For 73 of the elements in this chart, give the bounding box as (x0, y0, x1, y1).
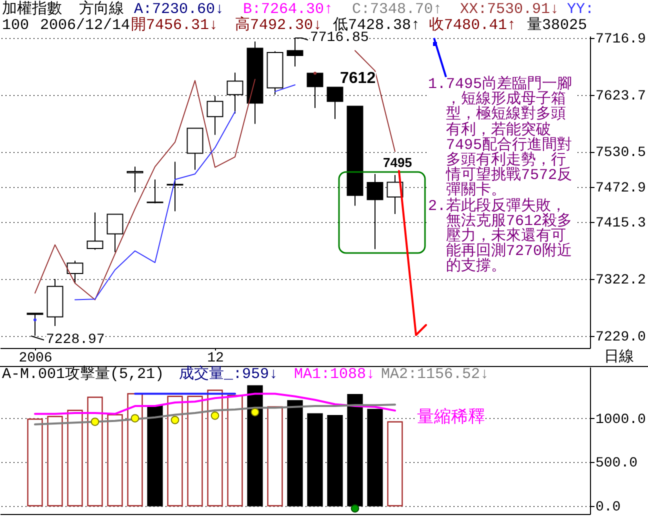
candlestick (86, 212, 104, 250)
text: A:7230.60↓ (134, 1, 224, 18)
chart-subtitle: 方向線 (79, 1, 124, 18)
text: YY: (567, 1, 594, 18)
bar (227, 394, 243, 506)
candlestick (66, 260, 84, 284)
annotation: 7495 (383, 155, 412, 170)
y-tick-label: 7530.5 (596, 145, 646, 162)
y-tick-label: 7716.9 (596, 31, 646, 48)
text: 2006/12/14 (40, 17, 130, 34)
bar (167, 396, 183, 506)
annotation: 7612 (340, 70, 376, 87)
point (210, 411, 220, 420)
bar (367, 408, 383, 506)
point (90, 418, 100, 426)
line-series (34, 404, 396, 426)
bar (67, 410, 83, 506)
x-tick-label: 2006 (18, 350, 52, 366)
bar (387, 421, 403, 506)
candlestick (126, 166, 144, 193)
text: 量38025 (527, 17, 588, 34)
point (250, 408, 260, 416)
text: 日線 (604, 349, 634, 366)
annotation: 成交量_:959↓ (179, 366, 278, 383)
point (350, 504, 360, 513)
annotation: 7716.85 (310, 30, 369, 46)
series-label: MA2:1156.52↓ (381, 366, 490, 383)
y-tick-label: 7472.9 (596, 180, 646, 196)
bar (147, 405, 163, 506)
annotation: 量縮稀釋 (417, 409, 485, 428)
x-tick-label: 12 (207, 350, 224, 366)
bar (267, 406, 283, 506)
candlestick (206, 95, 224, 136)
point (130, 414, 140, 422)
text: B:7264.30↑ (243, 1, 334, 18)
bar (287, 400, 303, 506)
y-tick-label: 7322.2 (596, 272, 646, 288)
y-tick-label: 1000.0 (596, 412, 646, 428)
y-tick-label: 7415.3 (596, 216, 646, 232)
y-tick-label: 7623.7 (596, 88, 646, 104)
bar (347, 394, 363, 506)
bar (107, 414, 123, 506)
text: XX:7530.91↓ (460, 1, 560, 18)
candlestick (306, 72, 324, 109)
bar (327, 415, 343, 506)
bar (207, 390, 223, 506)
text: C:7348.70↑ (352, 1, 442, 18)
text: 100 (2, 17, 30, 34)
text: 開7456.31↓ (131, 17, 218, 34)
candlestick (26, 312, 44, 336)
candlestick (226, 72, 244, 114)
chart-title: 加權指數 (2, 1, 62, 18)
bar (247, 385, 263, 506)
candlestick (146, 178, 164, 204)
line-series (34, 392, 396, 415)
y-tick-label: 0.0 (596, 499, 621, 516)
bar (307, 413, 323, 506)
bar (187, 396, 203, 506)
candlestick (286, 37, 304, 68)
bar (87, 396, 103, 506)
y-tick-label: 500.0 (596, 456, 638, 472)
candlestick (366, 173, 384, 250)
bar (47, 416, 63, 506)
annotation: 7228.97 (46, 332, 105, 348)
text: 2.若此段反彈失敗，無法克服7612殺多壓力，未來還有可能再回測7270附近的支撐。 (428, 198, 572, 276)
bar (127, 393, 143, 506)
series-label: MA1:1088↓ (294, 366, 376, 383)
y-tick-label: 7229.0 (596, 329, 646, 346)
bar (27, 418, 43, 506)
text: 收7480.41↑ (429, 17, 516, 34)
candlestick (106, 214, 124, 253)
point (170, 416, 180, 424)
candlestick (326, 86, 344, 120)
